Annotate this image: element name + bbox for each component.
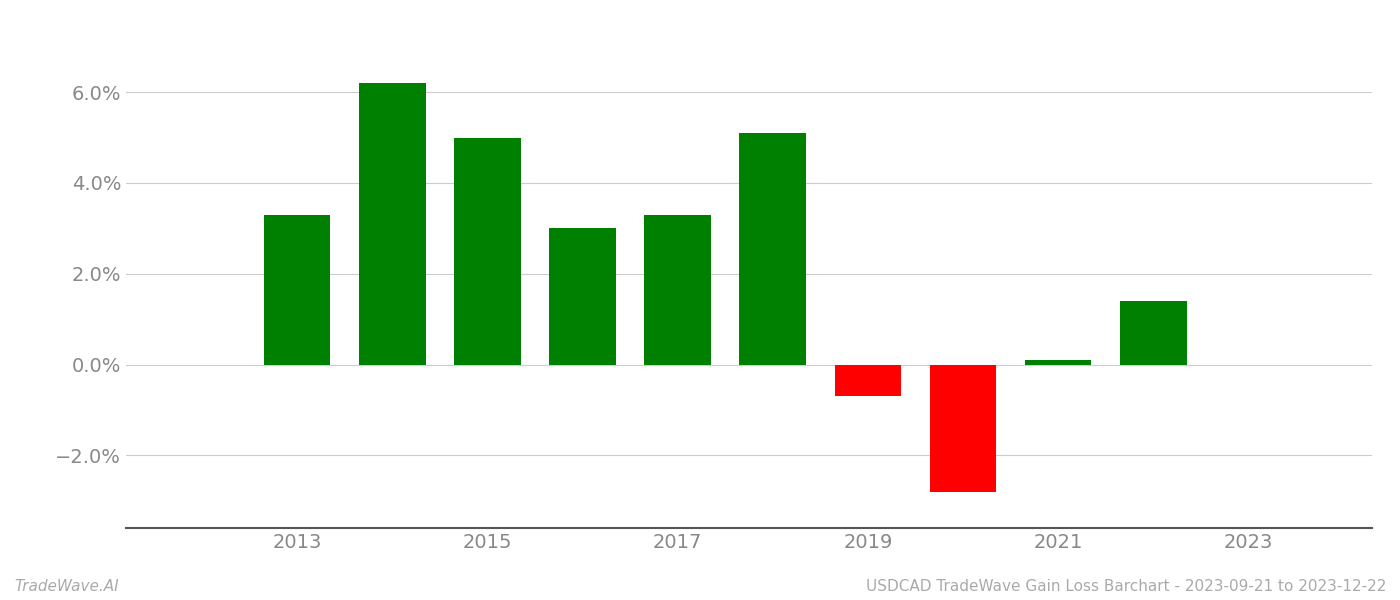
Bar xyxy=(358,83,426,365)
Text: TradeWave.AI: TradeWave.AI xyxy=(14,579,119,594)
Text: USDCAD TradeWave Gain Loss Barchart - 2023-09-21 to 2023-12-22: USDCAD TradeWave Gain Loss Barchart - 20… xyxy=(865,579,1386,594)
Bar xyxy=(1120,301,1187,365)
Bar xyxy=(1025,360,1092,365)
Bar xyxy=(834,365,902,397)
Bar xyxy=(930,365,997,491)
Bar xyxy=(739,133,806,365)
Bar xyxy=(265,215,330,365)
Bar xyxy=(454,137,521,365)
Bar xyxy=(549,229,616,365)
Bar xyxy=(644,215,711,365)
